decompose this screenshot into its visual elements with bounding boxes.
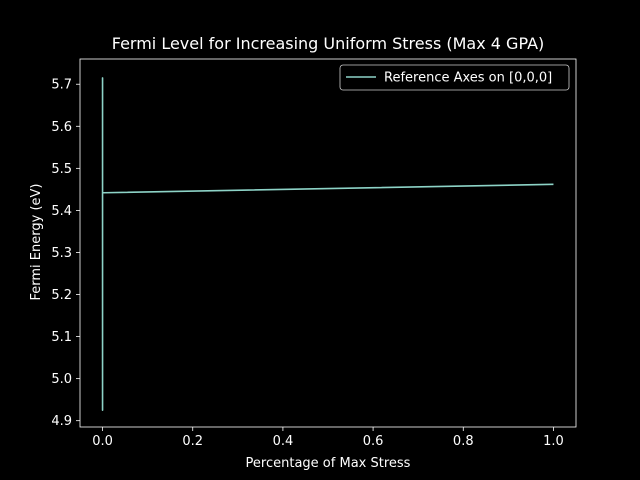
x-tick-label: 0.4 <box>273 434 294 449</box>
y-tick-label: 5.2 <box>51 288 72 303</box>
y-tick-label: 5.4 <box>51 204 72 219</box>
x-tick-label: 0.6 <box>363 434 384 449</box>
x-tick-label: 0.8 <box>453 434 474 449</box>
y-tick-label: 5.0 <box>51 372 72 387</box>
x-tick-label: 1.0 <box>543 434 564 449</box>
chart-title: Fermi Level for Increasing Uniform Stres… <box>112 34 545 53</box>
y-tick-label: 5.3 <box>51 246 72 261</box>
plot-frame <box>79 58 577 428</box>
y-tick-label: 5.5 <box>51 162 72 177</box>
x-tick-label: 0.0 <box>92 434 113 449</box>
y-axis-label: Fermi Energy (eV) <box>29 184 44 301</box>
legend-box <box>339 64 570 91</box>
y-axis: 4.9 5.0 5.1 5.2 5.3 5.4 5.5 5.6 5.7 <box>51 78 80 429</box>
legend-label-0: Reference Axes on [0,0,0] <box>384 71 552 86</box>
plot-area <box>79 58 577 428</box>
y-tick-label: 5.6 <box>51 120 72 135</box>
legend: Reference Axes on [0,0,0] <box>339 64 570 91</box>
y-tick-label: 5.7 <box>51 78 72 93</box>
x-axis-label: Percentage of Max Stress <box>246 456 411 471</box>
series-line-0 <box>101 77 554 411</box>
x-axis: 0.0 0.2 0.4 0.6 0.8 1.0 <box>92 427 564 449</box>
y-tick-label: 5.1 <box>51 330 72 345</box>
y-tick-label: 4.9 <box>51 414 72 429</box>
x-tick-label: 0.2 <box>182 434 203 449</box>
